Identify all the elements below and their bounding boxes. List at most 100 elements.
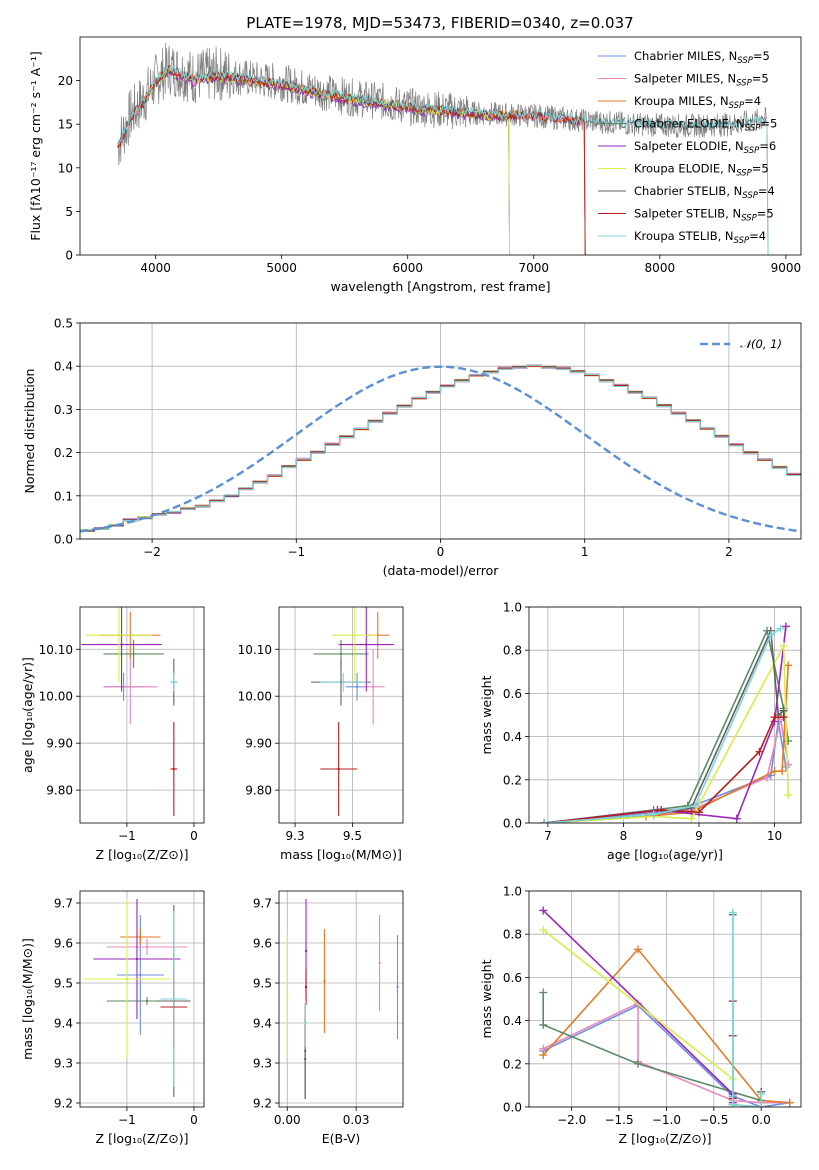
mass-weight-line xyxy=(544,626,787,823)
spectrum-xtick-label: 8000 xyxy=(645,261,676,275)
age-vs-mass-ytick-label: 10.10 xyxy=(238,643,272,657)
mass-weight-marker xyxy=(633,1059,642,1068)
mass-weight-marker xyxy=(633,945,642,954)
mass-weight-line xyxy=(732,914,762,1107)
spectrum-xtick-label: 7000 xyxy=(519,261,550,275)
age-vs-mass-ytick-label: 9.90 xyxy=(245,737,272,751)
residual-histogram xyxy=(80,364,801,531)
mass-weight-marker xyxy=(770,713,779,722)
weight-vs-z-ytick-label: 0.0 xyxy=(503,1101,522,1115)
mass-weight-marker xyxy=(687,814,696,823)
weight-vs-age-frame xyxy=(528,606,802,824)
residuals-ytick-label: 0.2 xyxy=(54,446,73,460)
spectrum-ytick-label: 15 xyxy=(58,118,73,132)
residuals-plot-area xyxy=(80,364,801,533)
mass-weight-line xyxy=(542,948,790,1104)
mass-weight-marker xyxy=(539,1020,548,1029)
residuals-ytick-label: 0.4 xyxy=(54,360,73,374)
age-vs-z-xtick-label: −1 xyxy=(118,829,136,843)
weight-vs-z-plot-area xyxy=(539,906,794,1107)
spectrum-legend: Chabrier MILES, NSSP=5 Salpeter MILES, NS… xyxy=(598,49,777,246)
mass-weight-line xyxy=(544,628,789,823)
mass-weight-line xyxy=(542,992,762,1102)
mass-weight-marker xyxy=(785,1098,794,1107)
mass-weight-marker xyxy=(691,801,700,810)
residuals-xtick-label: 2 xyxy=(725,545,733,559)
data-point xyxy=(172,997,176,1001)
mass-weight-marker xyxy=(539,906,548,915)
mass-vs-z-ylabel: mass [log₁₀(M/M⊙)] xyxy=(20,938,35,1060)
data-point xyxy=(117,633,121,637)
mass-vs-ebv-xtick-label: 0.03 xyxy=(343,1113,370,1127)
mass-vs-ebv-ytick-label: 9.2 xyxy=(253,1097,272,1111)
residuals-xtick-label: 0 xyxy=(437,545,445,559)
weight-vs-age-ytick-label: 0.4 xyxy=(503,730,522,744)
data-point xyxy=(353,633,356,637)
weight-vs-age-xtick-label: 9 xyxy=(695,829,703,843)
weight-vs-age-xlabel: age [log₁₀(age/yr)] xyxy=(607,847,723,862)
weight-vs-age-ytick-label: 0.8 xyxy=(503,644,522,658)
legend-entry: 𝒩(0, 1) xyxy=(740,337,782,351)
legend-entry: Kroupa STELIB, NSSP=4 xyxy=(634,229,766,246)
mass-weight-marker xyxy=(755,747,764,756)
weight-vs-z-ytick-label: 0.4 xyxy=(503,1014,522,1028)
mass-weight-line xyxy=(544,716,784,823)
mass-vs-ebv-xtick-label: 0.00 xyxy=(274,1113,301,1127)
mass-weight-line xyxy=(544,721,787,823)
age-vs-z-ytick-label: 9.90 xyxy=(46,737,73,751)
mass-weight-marker xyxy=(770,767,779,776)
mass-vs-z-ytick-label: 9.6 xyxy=(54,937,73,951)
age-vs-mass-axes: 9.3 9.5 9.80 9.90 10.00 10.10 mass [log₁₀(M/M⊙… xyxy=(238,606,404,862)
data-point xyxy=(396,985,399,989)
data-point xyxy=(355,685,359,689)
data-point xyxy=(304,949,308,953)
mass-weight-marker xyxy=(695,808,703,817)
mass-weight-marker xyxy=(784,661,793,670)
data-point xyxy=(172,680,176,684)
mass-vs-z-ytick-label: 9.3 xyxy=(54,1057,73,1071)
residuals-ytick-label: 0.3 xyxy=(54,403,73,417)
mass-vs-z-ytick-label: 9.5 xyxy=(54,977,73,991)
data-point xyxy=(145,999,149,1003)
data-point xyxy=(342,680,345,684)
mass-vs-z-xtick-label: −1 xyxy=(118,1113,136,1127)
age-vs-mass-ytick-label: 10.00 xyxy=(238,690,272,704)
data-point xyxy=(139,973,142,977)
age-vs-mass-plot-area xyxy=(311,607,394,816)
residual-legend: 𝒩(0, 1) xyxy=(700,337,782,351)
legend-entry: Salpeter STELIB, NSSP=5 xyxy=(634,207,774,224)
mass-vs-ebv-ytick-label: 9.4 xyxy=(253,1017,272,1031)
age-vs-z-frame xyxy=(79,606,205,824)
spectrum-plot-area xyxy=(117,42,769,255)
mass-weight-marker xyxy=(649,810,658,819)
age-vs-mass-xtick-label: 9.5 xyxy=(343,829,362,843)
spectrum-model-line xyxy=(117,64,769,255)
weight-vs-age-ytick-label: 1.0 xyxy=(503,601,522,615)
mass-vs-z-plot-area xyxy=(83,899,191,1097)
data-point xyxy=(172,767,176,771)
age-vs-z-ylabel: age [log₁₀(age/yr)] xyxy=(20,657,35,773)
age-vs-z-ytick-label: 10.00 xyxy=(39,690,73,704)
legend-entry: Chabrier ELODIE, NSSP=5 xyxy=(634,117,777,134)
residuals-ytick-label: 0.0 xyxy=(54,533,73,547)
data-point xyxy=(365,643,368,646)
age-vs-mass-ytick-label: 9.80 xyxy=(245,784,272,798)
mass-vs-ebv-ytick-label: 9.7 xyxy=(253,897,272,911)
spectrum-xtick-label: 4000 xyxy=(140,261,171,275)
weight-vs-z-ytick-label: 0.2 xyxy=(503,1057,522,1071)
mass-weight-marker xyxy=(540,819,549,823)
spectrum-model-line xyxy=(117,65,586,255)
data-point xyxy=(339,652,343,656)
age-vs-z-axes: −1 0 9.80 9.90 10.00 10.10 Z [log₁₀(Z/Z⊙)] age … xyxy=(20,606,205,862)
residuals-axes: −2 −1 0 1 2 0.0 0.1 0.2 0.3 0.4 0.5 (data-model)/er… xyxy=(22,317,802,578)
residuals-ytick-label: 0.1 xyxy=(54,489,73,503)
mass-weight-line xyxy=(544,665,789,823)
data-point xyxy=(139,935,142,939)
residuals-ylabel: Normed distribution xyxy=(22,369,37,494)
figure-title: PLATE=1978, MJD=53473, FIBERID=0340, z=0… xyxy=(246,14,633,32)
spectrum-ytick-label: 20 xyxy=(58,74,73,88)
mass-weight-marker xyxy=(784,760,793,769)
spectrum-xtick-label: 6000 xyxy=(392,261,423,275)
data-point xyxy=(371,685,375,689)
data-point xyxy=(135,957,139,961)
